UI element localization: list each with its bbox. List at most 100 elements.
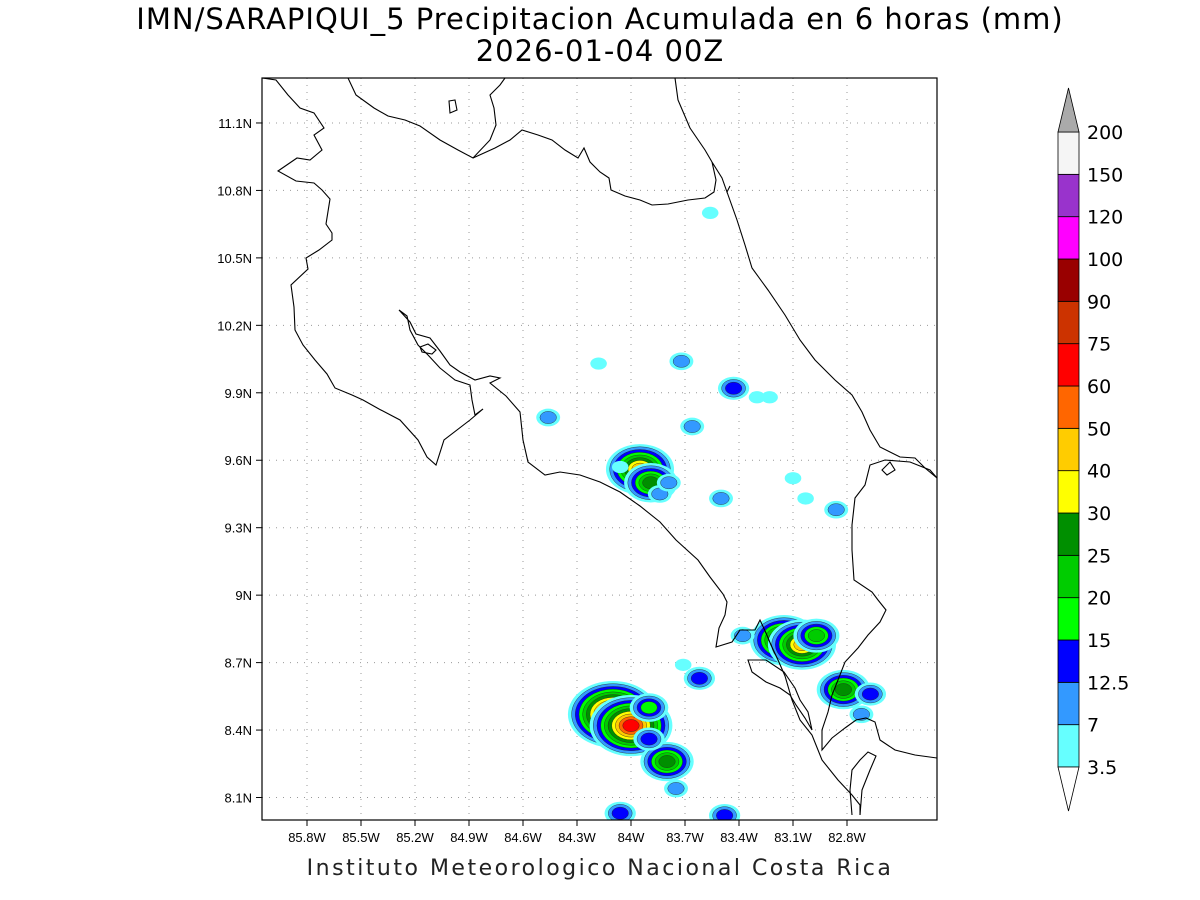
colorbar-bin: [1057, 724, 1080, 768]
colorbar-bottom-arrow: [1057, 766, 1080, 812]
lon-tick-label: 83.4W: [720, 830, 758, 845]
lon-tick-label: 84.6W: [504, 830, 542, 845]
precip-cell: [708, 803, 741, 820]
precip-cell: [680, 417, 705, 436]
precip-cell: [709, 489, 733, 508]
precip-cell: [793, 618, 840, 653]
lon-tick-label: 85.8W: [288, 830, 326, 845]
colorbar-level-label: 200: [1087, 122, 1123, 144]
precip-contour: [748, 391, 766, 404]
map-grid: [262, 78, 937, 820]
precip-cell: [664, 779, 688, 798]
colorbar-level-label: 25: [1087, 545, 1111, 567]
precip-cell: [656, 473, 681, 492]
colorbar-level-label: 100: [1087, 249, 1123, 271]
colorbar-bin: [1057, 300, 1080, 345]
lat-tick-label: 11.1N: [218, 116, 252, 131]
panama-border: [821, 459, 937, 759]
precip-contour: [611, 460, 629, 474]
colorbar-level-label: 15: [1087, 630, 1111, 652]
precip-contour: [834, 683, 852, 696]
lon-tick-label: 83.1W: [774, 830, 812, 845]
lat-tick-label: 9.3N: [225, 521, 252, 536]
lon-tick-label: 84.3W: [558, 830, 596, 845]
map-title: IMN/SARAPIQUI_5 Precipitacion Acumulada …: [136, 2, 1064, 36]
colorbar-bin: [1057, 385, 1080, 429]
precip-contour: [539, 411, 557, 424]
precip-contour: [611, 806, 629, 820]
colorbar: 3.5 7 12.5 15 20 25 30 40 50 60 75 90 100 120 150 200: [1057, 87, 1129, 812]
lon-tick-label: 85.2W: [396, 830, 434, 845]
precip-cell: [604, 801, 636, 820]
lon-tick-label: 83.7W: [666, 830, 704, 845]
plot-frame: [261, 77, 938, 821]
lat-tick-label: 10.2N: [217, 318, 252, 333]
map-subtitle-datetime: 2026-01-04 00Z: [475, 34, 725, 68]
lon-tick-label: 82.8W: [828, 830, 866, 845]
lat-tick-label: 8.1N: [225, 791, 252, 806]
precip-contour: [784, 472, 802, 485]
precip-cell: [611, 460, 629, 474]
colorbar-level-label: 60: [1087, 376, 1111, 398]
coastline-borders: [262, 78, 937, 816]
northern-border: [347, 78, 506, 159]
precip-cell: [797, 492, 814, 505]
precip-contour: [761, 391, 778, 404]
precip-cell: [717, 376, 750, 400]
precip-cell: [590, 357, 607, 370]
colorbar-level-label: 12.5: [1087, 672, 1129, 694]
golfo-dulce-shore: [747, 659, 813, 731]
precip-contour: [590, 357, 607, 370]
precip-contour: [640, 701, 658, 714]
precip-cell: [730, 626, 755, 645]
lat-tick-label: 9N: [235, 588, 252, 603]
precip-contour: [797, 492, 814, 505]
lat-tick-label: 8.7N: [225, 656, 252, 671]
precip-contour: [667, 782, 685, 795]
precip-cell: [669, 352, 694, 371]
precip-contour: [658, 755, 676, 768]
colorbar-level-label: 40: [1087, 461, 1111, 483]
precip-contour: [716, 809, 734, 820]
lon-tick-label: 85.5W: [342, 830, 380, 845]
colorbar-bin: [1057, 597, 1080, 641]
precip-cell: [629, 693, 669, 722]
colorbar-bin: [1057, 258, 1080, 302]
nicoya-peninsula-shore: [419, 343, 437, 355]
precip-contour: [827, 503, 845, 517]
colorbar-bin: [1057, 427, 1080, 472]
precip-cell: [683, 666, 716, 690]
lat-tick-label: 9.6N: [225, 453, 252, 468]
precip-contour: [861, 687, 879, 701]
san-juan-river-border: [472, 129, 731, 206]
axis-ticks: 85.8W 85.5W 85.2W 84.9W 84.6W 84.3W 84W 83.7W 83…: [217, 116, 866, 845]
precip-contour: [701, 206, 719, 220]
lat-tick-label: 10.5N: [217, 251, 252, 266]
eastern-nicaragua-coast: [674, 78, 713, 163]
precipitation-field: [536, 206, 887, 820]
colorbar-bin: [1057, 681, 1080, 726]
lat-tick-label: 8.4N: [225, 723, 252, 738]
colorbar-level-label: 30: [1087, 503, 1111, 525]
lake-nicaragua-island: [448, 99, 458, 114]
caribbean-coast: [726, 191, 937, 479]
precip-contour: [640, 732, 658, 746]
precip-contour: [725, 381, 743, 395]
precip-contour: [660, 476, 678, 490]
lat-tick-label: 10.8N: [217, 183, 252, 198]
colorbar-bin: [1057, 512, 1080, 556]
precip-cell: [849, 705, 874, 724]
colorbar-level-label: 150: [1087, 164, 1123, 186]
burica-peninsula: [849, 751, 877, 816]
colorbar-top-arrow: [1057, 87, 1080, 133]
colorbar-bin: [1057, 639, 1080, 683]
precip-contour: [674, 658, 692, 671]
precip-contour: [807, 629, 825, 642]
precip-cell: [761, 391, 778, 404]
precip-cell: [640, 741, 694, 782]
precip-contour: [683, 420, 701, 433]
colorbar-level-label: 50: [1087, 418, 1111, 440]
colorbar-bin: [1057, 216, 1080, 260]
lon-tick-label: 84W: [618, 830, 645, 845]
precip-cell: [784, 472, 802, 485]
